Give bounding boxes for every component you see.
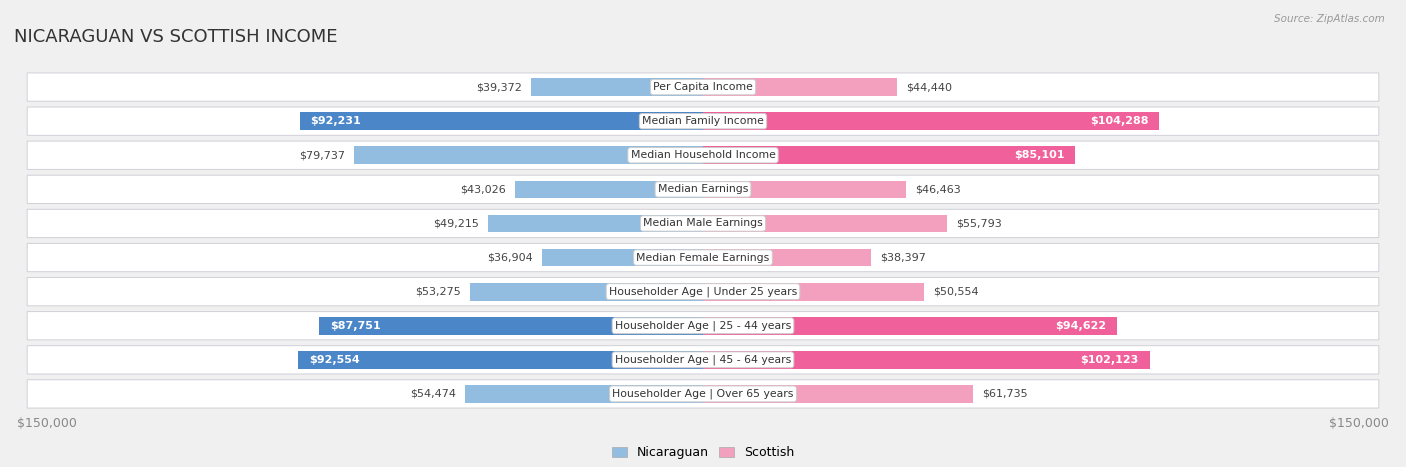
Text: $53,275: $53,275 <box>415 287 461 297</box>
Bar <box>515 181 703 198</box>
Text: $79,737: $79,737 <box>299 150 346 160</box>
Text: Householder Age | 25 - 44 years: Householder Age | 25 - 44 years <box>614 320 792 331</box>
Text: Median Family Income: Median Family Income <box>643 116 763 126</box>
Text: $104,288: $104,288 <box>1090 116 1149 126</box>
Text: $92,231: $92,231 <box>311 116 361 126</box>
Legend: Nicaraguan, Scottish: Nicaraguan, Scottish <box>612 446 794 459</box>
Text: $36,904: $36,904 <box>486 253 533 262</box>
Bar <box>703 181 907 198</box>
Text: $50,554: $50,554 <box>934 287 979 297</box>
FancyBboxPatch shape <box>27 209 1379 238</box>
Bar <box>703 147 1076 164</box>
Bar <box>703 215 948 232</box>
Text: $38,397: $38,397 <box>880 253 925 262</box>
Bar <box>703 249 870 266</box>
Bar <box>470 283 703 300</box>
Bar <box>703 385 973 403</box>
Bar <box>299 113 703 130</box>
Text: Median Female Earnings: Median Female Earnings <box>637 253 769 262</box>
Text: Householder Age | Over 65 years: Householder Age | Over 65 years <box>612 389 794 399</box>
Text: $92,554: $92,554 <box>309 355 360 365</box>
Text: Householder Age | 45 - 64 years: Householder Age | 45 - 64 years <box>614 354 792 365</box>
Text: $39,372: $39,372 <box>477 82 522 92</box>
Bar <box>703 351 1150 368</box>
Bar <box>319 317 703 334</box>
Text: $49,215: $49,215 <box>433 219 479 228</box>
Bar <box>703 317 1116 334</box>
Bar <box>465 385 703 403</box>
FancyBboxPatch shape <box>27 107 1379 135</box>
Text: Householder Age | Under 25 years: Householder Age | Under 25 years <box>609 286 797 297</box>
FancyBboxPatch shape <box>27 311 1379 340</box>
Bar <box>488 215 703 232</box>
Bar <box>541 249 703 266</box>
FancyBboxPatch shape <box>27 73 1379 101</box>
Bar <box>354 147 703 164</box>
Text: $61,735: $61,735 <box>981 389 1028 399</box>
Text: Per Capita Income: Per Capita Income <box>652 82 754 92</box>
Bar <box>531 78 703 96</box>
Text: $87,751: $87,751 <box>330 321 381 331</box>
Text: $102,123: $102,123 <box>1081 355 1139 365</box>
FancyBboxPatch shape <box>27 277 1379 306</box>
Text: Median Household Income: Median Household Income <box>630 150 776 160</box>
Bar <box>298 351 703 368</box>
FancyBboxPatch shape <box>27 243 1379 272</box>
Bar <box>703 283 924 300</box>
FancyBboxPatch shape <box>27 175 1379 204</box>
Text: NICARAGUAN VS SCOTTISH INCOME: NICARAGUAN VS SCOTTISH INCOME <box>14 28 337 46</box>
Text: $54,474: $54,474 <box>411 389 456 399</box>
FancyBboxPatch shape <box>27 346 1379 374</box>
Text: Median Male Earnings: Median Male Earnings <box>643 219 763 228</box>
Bar <box>703 78 897 96</box>
Bar <box>703 113 1159 130</box>
Text: $85,101: $85,101 <box>1014 150 1064 160</box>
Text: $94,622: $94,622 <box>1054 321 1107 331</box>
FancyBboxPatch shape <box>27 141 1379 170</box>
Text: Source: ZipAtlas.com: Source: ZipAtlas.com <box>1274 14 1385 24</box>
Text: Median Earnings: Median Earnings <box>658 184 748 194</box>
Text: $46,463: $46,463 <box>915 184 960 194</box>
Text: $43,026: $43,026 <box>460 184 506 194</box>
Text: $55,793: $55,793 <box>956 219 1001 228</box>
Text: $44,440: $44,440 <box>905 82 952 92</box>
FancyBboxPatch shape <box>27 380 1379 408</box>
